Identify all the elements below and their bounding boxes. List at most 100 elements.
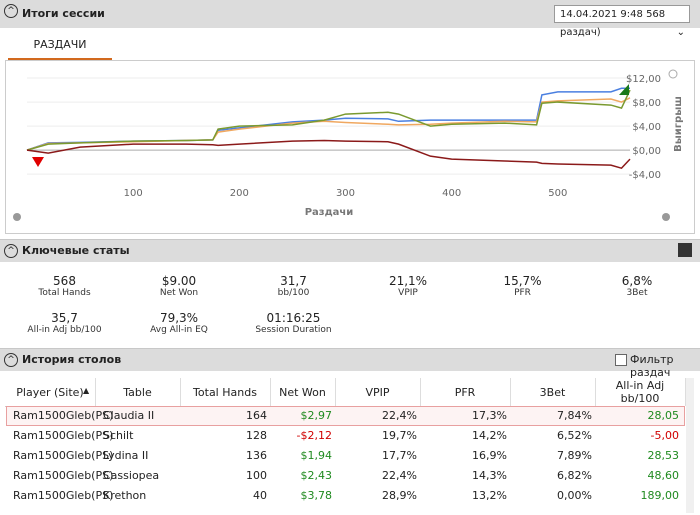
stat-value: 35,7 — [51, 311, 78, 325]
cell: Ram1500Gleb(PS) — [13, 409, 114, 422]
y-tick-label: $4,00 — [632, 122, 661, 133]
chart-frame — [5, 60, 695, 234]
stat-label: Total Hands — [38, 288, 91, 298]
cell: 28,53 — [647, 449, 680, 462]
cell: 19,7% — [382, 429, 417, 442]
x-tick-label: 200 — [230, 188, 249, 199]
collapse-icon[interactable]: ^ — [4, 353, 18, 367]
session-value: 14.04.2021 9:48 568 раздач) — [560, 9, 666, 38]
stat-value: 79,3% — [159, 311, 199, 325]
cell: 6,52% — [557, 429, 592, 442]
cell: Schilt — [103, 429, 134, 442]
cell: Lydina II — [103, 449, 149, 462]
column-header: PFR — [420, 378, 511, 406]
stat: 79,3% Avg All-in EQ — [122, 311, 237, 335]
x-tick-label: 400 — [442, 188, 461, 199]
settings-icon[interactable] — [13, 213, 21, 221]
cell: 14,2% — [472, 429, 507, 442]
stat: $9.00 Net Won — [122, 274, 237, 298]
chart: -$4,00 $0,00 $4,00 $8,00 $12,00 100 200 300 400 5… — [5, 60, 695, 234]
column-header: Table — [95, 378, 181, 406]
collapse-icon[interactable]: ^ — [4, 244, 18, 258]
sort-arrow: ▲ — [83, 386, 90, 395]
info-icon[interactable] — [662, 213, 670, 221]
cell: 100 — [246, 469, 267, 482]
cell: 128 — [246, 429, 267, 442]
cell: 48,60 — [647, 469, 680, 482]
collapse-icon[interactable]: ^ — [4, 4, 18, 18]
stat: 15,7% PFR — [465, 274, 580, 298]
cell: 189,00 — [640, 489, 680, 502]
stat-label: All-in Adj bb/100 — [27, 325, 102, 335]
cell: $2,43 — [300, 469, 333, 482]
stat: 6,8% 3Bet — [580, 274, 695, 298]
cell: Ram1500Gleb(PS) — [13, 429, 114, 442]
stat-label: 3Bet — [626, 288, 648, 298]
session-bar: ^ Итоги сессии 14.04.2021 9:48 568 разда… — [0, 0, 700, 38]
stat-value: $9.00 — [161, 274, 197, 288]
x-tick-label: 100 — [124, 188, 143, 199]
tab[interactable]: РАЗДАЧИ — [8, 32, 112, 60]
column-header: VPIP — [335, 378, 421, 406]
y-tick-label: -$4,00 — [629, 170, 661, 181]
cell: 14,3% — [472, 469, 507, 482]
cell: 40 — [253, 489, 267, 502]
series-line — [26, 89, 631, 151]
cell: Cassiopea — [103, 469, 160, 482]
cell: 7,84% — [557, 409, 592, 422]
stat-value: 01:16:25 — [266, 311, 321, 325]
y-tick-label: $0,00 — [632, 146, 661, 157]
cell: $3,78 — [300, 489, 333, 502]
column-header: All-in Adj bb/100 — [595, 378, 686, 406]
filter-label: Фильтр раздач — [630, 353, 674, 379]
stat-value: 15,7% — [503, 274, 542, 288]
cell: 164 — [246, 409, 267, 422]
cell: Krethon — [103, 489, 147, 502]
history-header: ^ История столов Фильтр раздач — [0, 348, 700, 379]
stat: 21,1% VPIP — [351, 274, 466, 298]
scrollbar — [686, 378, 694, 513]
x-tick-label: 300 — [336, 188, 355, 199]
stat: 01:16:25 Session Duration — [236, 311, 351, 335]
y-tick-label: $12,00 — [626, 74, 661, 85]
column-header: 3Bet — [510, 378, 596, 406]
selected-row — [6, 406, 685, 426]
max-marker — [619, 84, 629, 95]
cell: $2,97 — [300, 409, 333, 422]
cell: 7,89% — [557, 449, 592, 462]
cell: Claudia II — [103, 409, 155, 422]
session-title: Итоги сессии — [22, 7, 105, 20]
cell: Ram1500Gleb(PS) — [13, 449, 114, 462]
column-header: Player (Site) — [5, 378, 96, 406]
cell: 22,4% — [382, 409, 417, 422]
stat-label: Net Won — [159, 288, 199, 298]
filter-checkbox[interactable] — [615, 354, 627, 366]
cell: Ram1500Gleb(PS) — [13, 489, 114, 502]
y-axis-label: Выигрыш — [673, 96, 684, 152]
y-tick-label: $8,00 — [632, 98, 661, 109]
stats-header: ^ Ключевые статы — [0, 239, 700, 262]
cell: 17,7% — [382, 449, 417, 462]
series-line — [26, 139, 631, 170]
cell: 17,3% — [472, 409, 507, 422]
min-marker — [32, 157, 44, 167]
stat: 35,7 All-in Adj bb/100 — [7, 311, 122, 335]
stat-label: VPIP — [398, 288, 418, 298]
layout-button[interactable] — [678, 243, 692, 257]
stat-label: Avg All-in EQ — [150, 325, 208, 335]
cell: 0,00% — [557, 489, 592, 502]
cell: 22,4% — [382, 469, 417, 482]
column-header: Total Hands — [180, 378, 271, 406]
stat-value: 568 — [53, 274, 76, 288]
zoom-icon[interactable] — [668, 69, 678, 79]
column-header: Net Won — [270, 378, 336, 406]
cell: 6,82% — [557, 469, 592, 482]
cell: Ram1500Gleb(PS) — [13, 469, 114, 482]
cell: -5,00 — [650, 429, 679, 442]
stat-value: 21,1% — [388, 274, 428, 288]
stat-label: PFR — [514, 288, 531, 298]
session-select[interactable]: 14.04.2021 9:48 568 раздач) ⌄ — [554, 5, 690, 38]
stat-label: Session Duration — [255, 325, 332, 335]
x-axis-label: Раздачи — [305, 207, 354, 218]
